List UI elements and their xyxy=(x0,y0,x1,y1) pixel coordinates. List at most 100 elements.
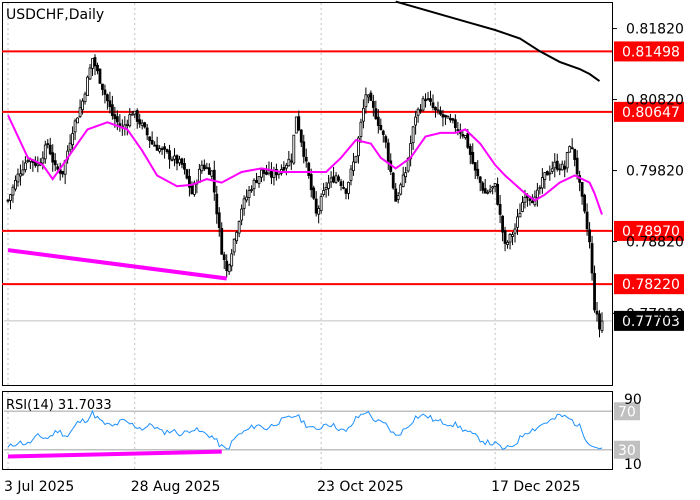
candle-body xyxy=(26,160,30,162)
candle-body xyxy=(81,100,84,111)
candle-body xyxy=(381,130,385,135)
horizontal-levels: 0.81498 0.80647 0.78970 0.78220 0.77703 xyxy=(2,41,684,331)
candle-body xyxy=(168,150,171,160)
candle-body xyxy=(461,134,465,137)
candle-body xyxy=(103,89,107,95)
candle-body xyxy=(471,152,475,164)
candle-body xyxy=(19,173,22,177)
rsi-axis-label: 90 xyxy=(624,392,642,408)
candle-body xyxy=(483,188,487,194)
candle-body xyxy=(242,198,246,209)
candle-body xyxy=(101,83,104,90)
candle-body xyxy=(21,169,25,175)
candle-body xyxy=(73,120,77,133)
candle-body xyxy=(91,58,94,69)
candle-body xyxy=(538,187,542,190)
candle-body xyxy=(486,191,490,194)
candle-body xyxy=(148,136,152,141)
trend-lines xyxy=(7,248,227,281)
candle-body xyxy=(553,161,557,169)
x-tick-label: 23 Oct 2025 xyxy=(317,479,404,495)
level-tag-text: 0.81498 xyxy=(622,44,680,60)
candle-body xyxy=(183,162,186,170)
candle-body xyxy=(270,170,273,178)
rsi-indicator: 70 30 90 10 xyxy=(4,392,642,473)
candle-body xyxy=(322,190,326,195)
rsi-axis-label: 10 xyxy=(624,457,642,473)
candle-body xyxy=(366,94,370,98)
candle-body xyxy=(550,168,554,172)
candle-body xyxy=(205,167,209,170)
candle-body xyxy=(267,170,271,174)
candle-body xyxy=(453,119,457,129)
candle-body xyxy=(446,116,450,119)
level-tag-text: 0.78220 xyxy=(622,277,680,293)
y-tick-label: 0.79820 xyxy=(626,164,684,180)
candle-body xyxy=(491,186,495,189)
candle-body xyxy=(292,134,296,164)
candle-body xyxy=(235,231,239,242)
candle-body xyxy=(431,102,435,108)
candle-body xyxy=(468,145,472,155)
candle-body xyxy=(317,208,321,215)
candle-body xyxy=(230,253,234,267)
candle-body xyxy=(419,109,422,112)
candle-body xyxy=(93,57,97,67)
candle-body xyxy=(481,182,485,191)
candle-body xyxy=(339,181,343,187)
candle-body xyxy=(53,160,57,166)
candle-body xyxy=(334,175,338,183)
candle-body xyxy=(327,182,331,189)
candle-body xyxy=(506,242,509,245)
candle-body xyxy=(540,177,544,189)
candle-body xyxy=(411,126,415,144)
candle-body xyxy=(396,195,400,200)
candle-body xyxy=(202,164,206,170)
level-tag xyxy=(614,41,684,62)
candle-body xyxy=(188,175,191,188)
candle-body xyxy=(548,172,552,175)
candle-body xyxy=(16,173,20,183)
candle-body xyxy=(9,194,12,201)
candle-body xyxy=(225,260,229,271)
candle-body xyxy=(71,133,75,146)
candle-body xyxy=(165,149,169,153)
candle-body xyxy=(128,114,132,127)
candle-body xyxy=(463,135,467,139)
y-tick-label: 0.80820 xyxy=(626,93,684,109)
candle-body xyxy=(130,113,134,116)
candle-body xyxy=(314,198,318,214)
candle-body xyxy=(573,148,577,160)
candle-body xyxy=(543,172,547,180)
rsi-level-tag xyxy=(614,402,640,421)
y-tick-label: 0.81820 xyxy=(626,22,684,38)
candle-body xyxy=(312,187,316,199)
candle-body xyxy=(508,234,512,243)
candle-body xyxy=(371,101,375,108)
candle-body xyxy=(444,114,447,118)
candle-body xyxy=(401,174,405,188)
candle-body xyxy=(399,184,403,195)
candle-body xyxy=(585,211,589,230)
candle-body xyxy=(155,144,159,151)
moving-average-line xyxy=(7,114,603,215)
level-tag xyxy=(614,274,684,295)
candle-body xyxy=(466,133,470,148)
candle-body xyxy=(227,264,231,273)
candle-body xyxy=(426,98,430,101)
candle-body xyxy=(555,160,559,170)
candle-body xyxy=(545,171,549,176)
candle-body xyxy=(96,64,99,72)
candle-body xyxy=(190,185,194,195)
candle-body xyxy=(68,142,72,151)
candle-body xyxy=(98,68,102,84)
candle-body xyxy=(521,202,524,212)
candle-body xyxy=(528,198,532,201)
candle-body xyxy=(369,92,373,101)
candle-body xyxy=(416,108,420,116)
candle-body xyxy=(473,162,477,171)
candle-body xyxy=(429,98,432,102)
candle-body xyxy=(511,234,514,237)
candle-body xyxy=(245,196,248,201)
candle-body xyxy=(347,181,350,194)
